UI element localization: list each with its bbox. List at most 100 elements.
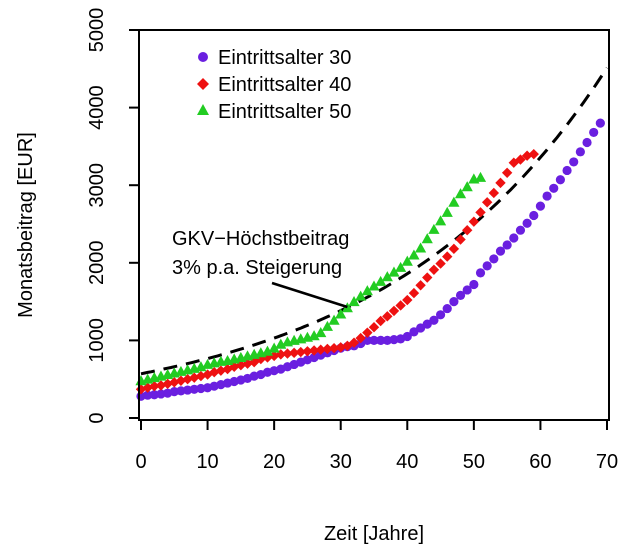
data-point: [402, 331, 412, 342]
data-point: [501, 167, 513, 178]
data-point: [428, 223, 440, 234]
data-point: [308, 330, 320, 341]
data-point: [455, 234, 466, 245]
data-point: [434, 215, 447, 226]
data-point: [282, 348, 293, 359]
data-point: [375, 275, 387, 286]
data-point: [402, 294, 413, 306]
data-point: [416, 323, 426, 333]
data-point: [189, 384, 199, 394]
data-point: [582, 137, 592, 148]
data-point: [495, 177, 506, 189]
data-point: [143, 390, 153, 400]
data-point: [489, 254, 499, 264]
data-point: [454, 188, 467, 199]
data-point: [315, 344, 326, 355]
data-point: [442, 251, 453, 262]
data-point: [261, 345, 274, 356]
plot-layer: [135, 66, 609, 401]
series-3: [135, 171, 487, 386]
data-point: [268, 342, 280, 353]
data-point: [549, 183, 559, 193]
data-point: [149, 390, 159, 400]
data-point: [522, 218, 532, 228]
y-tick-label: 5000: [86, 8, 108, 53]
data-point: [589, 127, 599, 138]
data-point: [388, 266, 400, 277]
annotation-line-2: 3% p.a. Steigerung: [172, 257, 342, 279]
data-point: [215, 365, 227, 376]
annotation: GKV−Höchstbeitrag 3% p.a. Steigerung: [172, 228, 349, 309]
series-1: [136, 118, 605, 401]
data-point: [355, 332, 366, 344]
data-point: [435, 310, 446, 320]
data-point: [422, 272, 433, 283]
x-tick-label: 10: [196, 451, 218, 473]
y-axis: 0 1000 2000 3000 4000 5000: [86, 8, 139, 424]
data-point: [508, 157, 519, 168]
data-point: [575, 147, 585, 157]
data-point: [368, 280, 380, 291]
data-point: [529, 210, 539, 221]
reference-line: [140, 66, 609, 376]
plot-frame: [138, 29, 610, 421]
data-point: [428, 264, 440, 275]
data-point: [335, 308, 347, 319]
data-point: [495, 246, 506, 256]
y-tick-label: 2000: [86, 241, 108, 286]
data-point: [348, 296, 360, 307]
data-point: [176, 386, 186, 396]
legend-marker-circle: [198, 52, 208, 62]
legend-marker-triangle: [197, 104, 209, 115]
legend-label-50: Eintrittsalter 50: [218, 101, 351, 123]
data-point: [382, 335, 392, 345]
data-point: [461, 181, 473, 192]
data-point: [355, 290, 367, 301]
x-tick-label: 20: [263, 451, 285, 473]
data-point: [448, 196, 460, 207]
data-point: [528, 148, 539, 160]
x-tick-label: 30: [330, 451, 352, 473]
data-point: [382, 311, 393, 322]
data-point: [189, 372, 200, 383]
data-point: [369, 335, 379, 345]
data-point: [362, 327, 373, 338]
data-point: [328, 342, 340, 354]
data-point: [368, 322, 380, 333]
data-point: [409, 327, 419, 337]
data-point: [196, 383, 206, 394]
x-tick-label: 70: [596, 451, 618, 473]
data-point: [395, 300, 406, 311]
data-point: [421, 233, 433, 244]
data-point: [415, 242, 427, 253]
data-point: [429, 315, 439, 325]
data-point: [422, 319, 432, 329]
data-point: [375, 315, 386, 327]
x-tick-label: 50: [463, 451, 485, 473]
data-point: [482, 261, 492, 271]
data-point: [502, 240, 512, 250]
data-point: [488, 187, 500, 199]
data-point: [441, 206, 453, 217]
data-point: [455, 290, 466, 300]
x-axis: 0 10 20 30 40 50 60 70: [135, 420, 618, 473]
data-point: [535, 201, 546, 211]
data-point: [475, 268, 486, 278]
data-point: [302, 346, 313, 357]
data-point: [389, 335, 399, 345]
annotation-arrow: [271, 281, 348, 309]
x-tick-label: 0: [135, 451, 146, 473]
data-point: [408, 287, 420, 299]
data-point: [462, 225, 473, 236]
x-tick-label: 40: [396, 451, 418, 473]
data-point: [315, 327, 327, 338]
x-axis-title: Zeit [Jahre]: [324, 523, 424, 545]
data-point: [169, 387, 179, 397]
data-point: [469, 279, 479, 290]
y-tick-label: 4000: [86, 85, 108, 130]
data-point: [288, 347, 300, 359]
legend: Eintrittsalter 30 Eintrittsalter 40 Eint…: [197, 47, 351, 123]
data-point: [308, 345, 320, 356]
y-tick-label: 3000: [86, 163, 108, 208]
